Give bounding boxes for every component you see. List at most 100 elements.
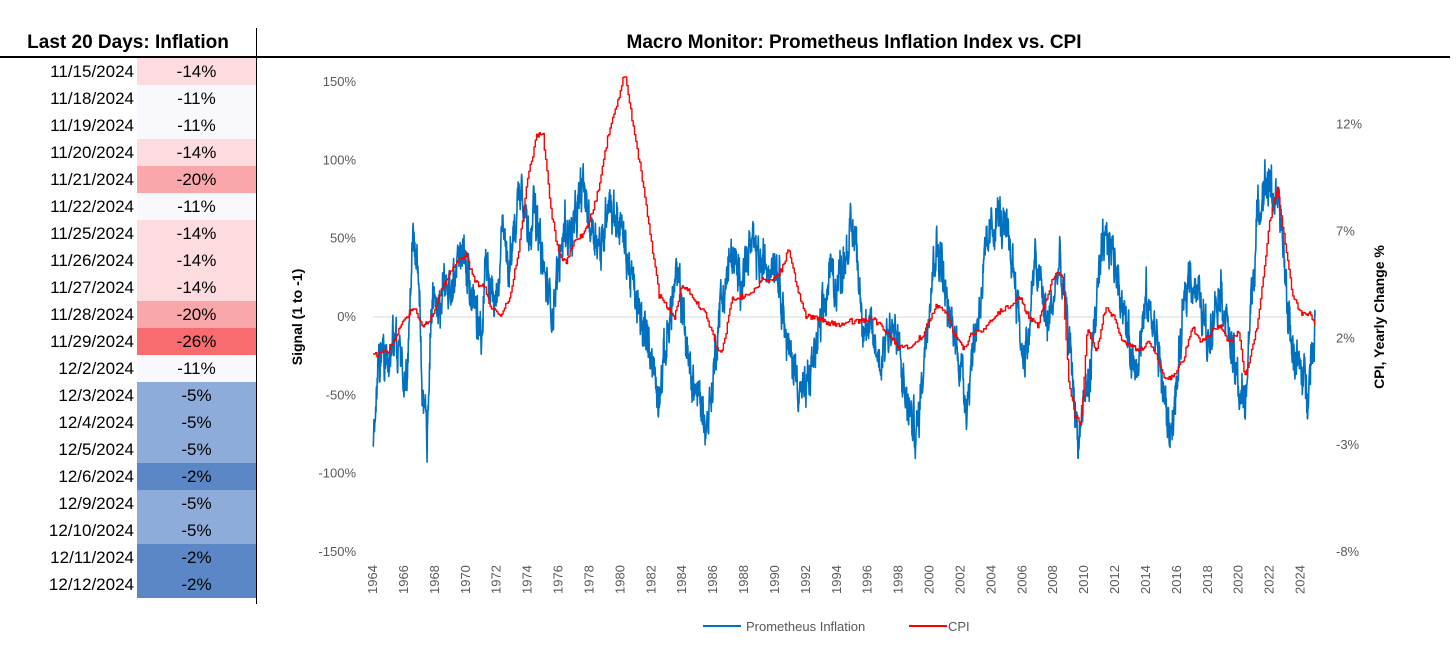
y-right-tick-label: -8% (1336, 544, 1360, 559)
series-lines (372, 76, 1316, 463)
x-tick-label: 1982 (643, 565, 658, 594)
row-value: -14% (137, 274, 256, 301)
x-tick-label: 1966 (396, 565, 411, 594)
y-left-tick-label: 150% (323, 74, 357, 89)
x-tick-label: 2010 (1076, 565, 1091, 594)
x-tick-label: 2006 (1014, 565, 1029, 594)
y-left-tick-label: 100% (323, 152, 357, 167)
table-row: 12/9/2024 -5% (0, 490, 256, 517)
x-tick-label: 2012 (1107, 565, 1122, 594)
y-right-tick-label: 12% (1336, 117, 1362, 132)
row-date: 11/21/2024 (50, 170, 134, 189)
chart-title: Macro Monitor: Prometheus Inflation Inde… (626, 32, 1082, 53)
table-row: 12/11/2024 -2% (0, 544, 256, 571)
x-tick-label: 1996 (860, 565, 875, 594)
row-date: 11/18/2024 (50, 89, 134, 108)
row-value: -11% (137, 193, 256, 220)
table-row: 11/29/2024 -26% (0, 328, 256, 355)
row-date: 11/25/2024 (50, 224, 134, 243)
row-value: -14% (137, 139, 256, 166)
x-tick-label: 2022 (1262, 565, 1277, 594)
table-row: 11/25/2024 -14% (0, 220, 256, 247)
row-value: -14% (137, 247, 256, 274)
row-date: 11/27/2024 (50, 278, 134, 297)
x-tick-label: 1994 (829, 565, 844, 594)
x-tick-label: 1992 (798, 565, 813, 594)
x-tick-label: 2020 (1231, 565, 1246, 594)
row-date: 12/11/2024 (50, 548, 134, 567)
table-row: 11/21/2024 -20% (0, 166, 256, 193)
row-value: -14% (137, 58, 256, 85)
series-line-prometheus-inflation (372, 159, 1316, 463)
x-tick-label: 2008 (1045, 565, 1060, 594)
y-left-tick-label: -100% (318, 466, 356, 481)
table-row: 12/10/2024 -5% (0, 517, 256, 544)
y-left-tick-label: 0% (337, 309, 356, 324)
x-tick-label: 1964 (365, 565, 380, 594)
table-row: 12/5/2024 -5% (0, 436, 256, 463)
row-date: 11/29/2024 (50, 332, 134, 351)
table-row: 11/19/2024 -11% (0, 112, 256, 139)
row-value: -5% (137, 490, 256, 517)
header-divider (0, 56, 1450, 58)
x-tick-label: 2018 (1200, 565, 1215, 594)
x-tick-label: 2004 (983, 565, 998, 594)
table-row: 11/22/2024 -11% (0, 193, 256, 220)
row-value: -5% (137, 517, 256, 544)
y-left-tick-label: -50% (326, 387, 357, 402)
row-value: -2% (137, 571, 256, 598)
row-value: -5% (137, 409, 256, 436)
row-value: -11% (137, 112, 256, 139)
row-value: -2% (137, 463, 256, 490)
y-right-tick-label: 7% (1336, 224, 1355, 239)
row-date: 12/9/2024 (58, 494, 134, 513)
series-line-cpi (373, 76, 1316, 426)
row-date: 12/4/2024 (58, 413, 134, 432)
y-right-tick-label: -3% (1336, 437, 1360, 452)
x-tick-label: 1968 (427, 565, 442, 594)
row-date: 11/26/2024 (50, 251, 134, 270)
x-tick-label: 1986 (705, 565, 720, 594)
table-row: 12/3/2024 -5% (0, 382, 256, 409)
row-date: 11/22/2024 (50, 197, 134, 216)
table-row: 11/26/2024 -14% (0, 247, 256, 274)
row-date: 12/12/2024 (48, 575, 134, 594)
x-tick-label: 1990 (767, 565, 782, 594)
row-date: 11/20/2024 (50, 143, 134, 162)
table-row: 11/15/2024 -14% (0, 58, 256, 85)
row-value: -20% (137, 301, 256, 328)
table-row: 12/2/2024 -11% (0, 355, 256, 382)
x-tick-label: 2000 (922, 565, 937, 594)
x-tick-label: 1978 (581, 565, 596, 594)
x-tick-label: 1974 (520, 565, 535, 594)
table-row: 11/18/2024 -11% (0, 85, 256, 112)
x-tick-label: 1998 (891, 565, 906, 594)
row-date: 11/28/2024 (50, 305, 134, 324)
x-tick-label: 2002 (952, 565, 967, 594)
row-date: 12/5/2024 (58, 440, 134, 459)
table-row: 12/6/2024 -2% (0, 463, 256, 490)
row-value: -5% (137, 382, 256, 409)
table-row: 12/4/2024 -5% (0, 409, 256, 436)
x-tick-label: 1988 (736, 565, 751, 594)
table-row: 11/20/2024 -14% (0, 139, 256, 166)
row-date: 11/19/2024 (50, 116, 134, 135)
x-tick-label: 1984 (674, 565, 689, 594)
x-tick-label: 2024 (1293, 565, 1308, 594)
y-right-tick-label: 2% (1336, 330, 1355, 345)
x-tick-label: 2016 (1169, 565, 1184, 594)
x-tick-label: 1970 (458, 565, 473, 594)
table-row: 11/28/2024 -20% (0, 301, 256, 328)
table-title: Last 20 Days: Inflation (27, 32, 229, 53)
y-left-tick-label: 50% (330, 231, 356, 246)
row-date: 12/2/2024 (58, 359, 134, 378)
table-row: 11/27/2024 -14% (0, 274, 256, 301)
table-row: 12/12/2024 -2% (0, 571, 256, 598)
legend-label: Prometheus Inflation (746, 619, 865, 634)
row-value: -20% (137, 166, 256, 193)
legend: Prometheus Inflation CPI (703, 619, 970, 634)
row-value: -2% (137, 544, 256, 571)
row-date: 12/10/2024 (48, 521, 134, 540)
y-left-tick-label: -150% (318, 544, 356, 559)
row-value: -11% (137, 85, 256, 112)
